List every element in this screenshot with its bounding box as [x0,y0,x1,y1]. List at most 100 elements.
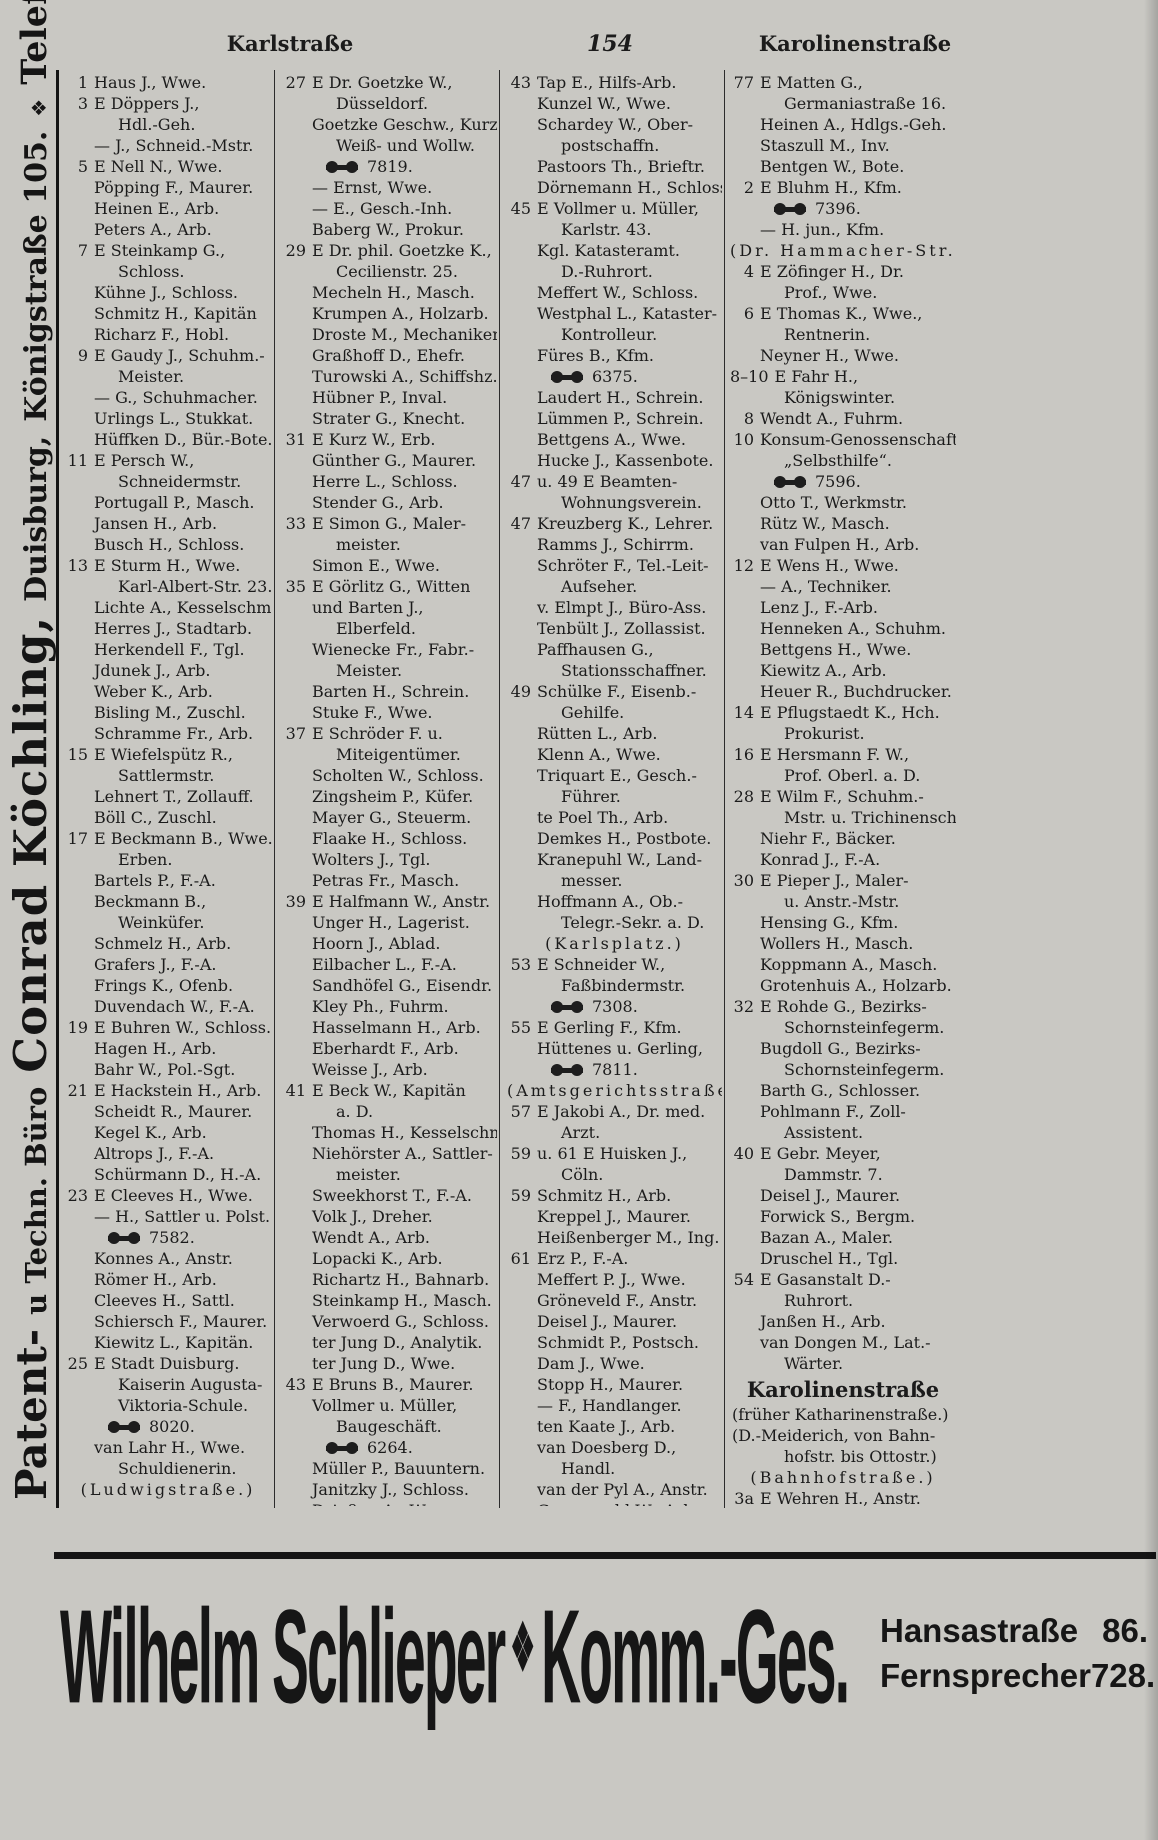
spaced-note-line: (Bahnhofstraße.) [750,1468,936,1487]
entry-text: E Gebr. Meyer, [760,1144,881,1163]
continuation-line: Karlstr. 43. [561,220,652,239]
resident-line: Staszull M., Inv. [760,136,890,155]
entry-line: 31 E Kurz W., Erb. [282,429,497,450]
entry-text: E Dr. Goetzke W., [312,73,453,92]
resident-line: Urlings L., Stukkat. [94,409,254,428]
house-number: 40 [733,1144,754,1163]
resident-line: Drießen A., Wwe. [282,1500,497,1506]
phone-icon [774,476,806,488]
house-number: 17 [67,829,88,848]
entry-text: E Buhren W., Schloss. [94,1018,272,1037]
phone-line: 6264. [282,1437,497,1458]
resident-line: Ramms J., Schirrm. [537,535,694,554]
house-number: 15 [67,745,88,764]
diamond-icon: ❖ [27,98,51,117]
resident-line: van Fulpen H., Arb. [760,535,920,554]
advert-city: Duisburg, [19,435,54,602]
house-number: 3 [77,94,88,113]
continuation-line: Germaniastraße 16. [784,94,947,113]
entry-text: E Halfmann W., Anstr. [312,892,491,911]
resident-line: Grafers J., F.-A. [94,955,217,974]
house-number: 19 [67,1018,88,1037]
continuation-line: Dammstr. 7. [784,1165,883,1184]
resident-line: ter Jung D., Wwe. [312,1354,456,1373]
note-line: (früher Katharinenstraße.) [732,1405,949,1424]
resident-line: Niehr F., Bäcker. [760,829,896,848]
resident-line: Schröter F., Tel.-Leit- [537,556,709,575]
resident-line: Janßen H., Arb. [760,1312,886,1331]
resident-line: Lichte A., Kesselschm. [94,598,272,617]
phone-icon [108,1421,140,1433]
resident-line: Graßhoff D., Ehefr. [312,346,465,365]
resident-line: — F., Handlanger. [537,1396,682,1415]
banner-company: Komm.-Ges. [541,1583,850,1732]
entry-line: 12 E Wens H., Wwe. [730,555,956,576]
directory-column-4: 77 E Matten G., Germaniastraße 16. Heinen A… [730,72,956,1506]
resident-line: — E., Gesch.-Inh. [312,199,453,218]
street-header: Karolinenstraße [746,1377,940,1402]
house-number: 29 [285,241,306,260]
resident-line: Deisel J., Maurer. [537,1312,678,1331]
resident-line: Kreppel J., Maurer. [537,1207,691,1226]
resident-line: Steinkamp H., Masch. [312,1291,492,1310]
entry-text: E Matten G., [760,73,863,92]
resident-line: Schürmann D., H.-A. [94,1165,262,1184]
resident-line: Altrops J., F.-A. [94,1144,215,1163]
resident-line: Kiewitz L., Kapitän. [94,1333,254,1352]
continuation-line: Führer. [561,787,621,806]
house-number: 53 [510,955,531,974]
resident-line: Bettgens A., Wwe. [537,430,686,449]
continuation-line: „Selbsthilfe“. [784,451,892,470]
entry-text: Kreuzberg K., Lehrer. [537,514,714,533]
resident-line: Schiersch F., Maurer. [94,1312,268,1331]
resident-line: Volk J., Dreher. [312,1207,433,1226]
resident-line: Koppmann A., Masch. [760,955,938,974]
continuation-line: Meister. [118,367,185,386]
advert-street: Königstraße 105. [19,130,54,422]
resident-line: Jdunek J., Arb. [94,661,211,680]
house-number: 43 [510,73,531,92]
phone-line: 7811. [507,1059,722,1080]
resident-line: van Dongen M., Lat.- [760,1333,931,1352]
resident-line: Triquart E., Gesch.- [537,766,697,785]
resident-line: Kühne J., Schloss. [94,283,238,302]
continuation-line: Hdl.-Geh. [118,115,196,134]
resident-line: Schmelz H., Arb. [94,934,232,953]
entry-line: 13 E Sturm H., Wwe. [64,555,272,576]
resident-line: Bettgens H., Wwe. [760,640,912,659]
resident-line: Henneken A., Schuhm. [760,619,946,638]
resident-line: Sweekhorst T., F.-A. [312,1186,472,1205]
continuation-line: Düsseldorf. [336,94,429,113]
spaced-note-line: (Karlsplatz.) [545,934,684,953]
resident-line: Krumpen A., Holzarb. [312,304,489,323]
house-number: 10 [733,430,754,449]
house-number: 23 [67,1186,88,1205]
phone-number: 7596. [815,472,861,491]
banner-address: Hansastraße 86. [880,1608,1148,1653]
resident-line: Günther G., Maurer. [312,451,477,470]
resident-line: Otto T., Werkmstr. [760,493,908,512]
phone-number: 7582. [149,1228,195,1247]
banner-address-label: Hansastraße [880,1612,1079,1649]
phone-line: 7819. [282,156,497,177]
resident-line: v. Elmpt J., Büro-Ass. [537,598,707,617]
resident-line: Bazan A., Maler. [760,1228,893,1247]
resident-line: Rütz W., Masch. [760,514,890,533]
column-rule-3 [724,70,725,1508]
house-number: 54 [733,1270,754,1289]
resident-line: Konnes A., Anstr. [94,1249,233,1268]
entry-text: E Steinkamp G., [94,241,226,260]
entry-line: 3a E Wehren H., Anstr. [730,1488,956,1506]
resident-line: Barten H., Schrein. [312,682,470,701]
resident-line: Bartels P., F.-A. [94,871,216,890]
phone-number: 8020. [149,1417,195,1436]
entry-line: 40 E Gebr. Meyer, [730,1143,956,1164]
resident-line: Busch H., Schloss. [94,535,245,554]
resident-line: Bahr W., Pol.-Sgt. [94,1060,236,1079]
resident-line: Neyner H., Wwe. [760,346,899,365]
continuation-line: Baugeschäft. [336,1417,442,1436]
continuation-line: Telegr.-Sekr. a. D. [561,913,705,932]
house-number: 41 [285,1081,306,1100]
continuation-line: Elberfeld. [336,619,416,638]
